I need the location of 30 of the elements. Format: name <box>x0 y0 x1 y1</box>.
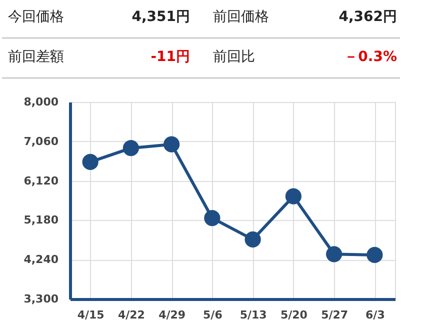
x-tick-label: 4/15 <box>77 308 104 322</box>
point <box>164 136 180 152</box>
x-tick-label: 5/20 <box>280 308 308 322</box>
point <box>285 188 302 204</box>
text: 前回比 <box>213 49 255 65</box>
y-tick-label: 7,060 <box>24 134 59 148</box>
x-tick-label: 4/22 <box>118 308 145 322</box>
point <box>122 140 139 156</box>
text: 4,351円 <box>132 9 190 25</box>
text: 前回価格 <box>213 9 269 25</box>
point <box>204 210 220 226</box>
x-tick-label: 5/27 <box>321 308 348 322</box>
text: －0.3% <box>344 49 397 65</box>
x-tick-label: 6/3 <box>366 308 385 322</box>
point <box>82 154 98 170</box>
y-tick-label: 3,300 <box>24 292 59 306</box>
x-tick-label: 4/29 <box>158 308 186 322</box>
text: 今回価格 <box>8 9 64 25</box>
text: 4,362円 <box>338 9 397 25</box>
text: 前回差額 <box>8 49 64 65</box>
y-tick-label: 4,240 <box>24 253 59 266</box>
x-tick-label: 5/6 <box>203 308 223 322</box>
point <box>244 231 261 248</box>
y-tick-label: 6,120 <box>24 174 59 188</box>
y-tick-label: 5,180 <box>24 214 59 227</box>
point <box>326 246 342 262</box>
point <box>366 246 383 263</box>
text: -11円 <box>150 49 190 65</box>
x-tick-label: 5/13 <box>240 308 267 322</box>
y-tick-label: 8,000 <box>24 96 59 108</box>
